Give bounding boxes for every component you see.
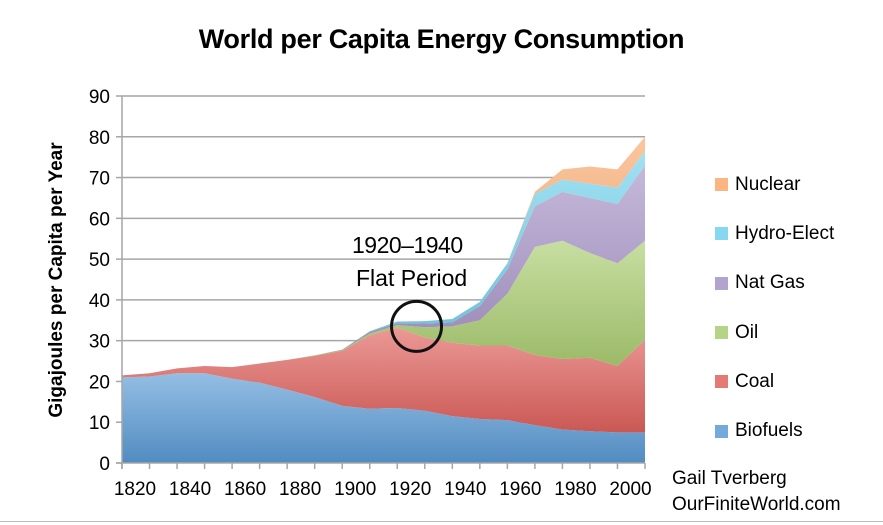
legend-swatch xyxy=(715,424,728,438)
area-series xyxy=(122,136,645,463)
x-tick-label: 1840 xyxy=(169,479,211,500)
y-tick-label: 50 xyxy=(89,250,110,271)
legend-label: Nuclear xyxy=(735,173,801,195)
annotation-circle xyxy=(390,299,444,353)
y-tick-label: 20 xyxy=(89,372,110,393)
annotation-title: 1920–1940 xyxy=(352,232,463,258)
legend-label: Coal xyxy=(735,370,775,392)
y-tick-label: 90 xyxy=(89,87,110,108)
legend-item: Hydro-Elect xyxy=(715,209,834,258)
y-tick-label: 0 xyxy=(99,454,110,475)
bottom-divider xyxy=(0,521,883,522)
legend: Nuclear Hydro-Elect Nat Gas Oil Coal Biofuels xyxy=(715,160,834,456)
legend-swatch xyxy=(715,375,728,389)
x-tick-label: 1820 xyxy=(114,479,156,500)
x-tick-label: 1980 xyxy=(554,479,596,500)
axes: 0 10 20 30 40 50 60 70 80 90 1820 1840 1860 1880 1900 1… xyxy=(89,87,652,500)
legend-item: Nuclear xyxy=(715,160,834,209)
x-tick-label: 1900 xyxy=(334,479,376,500)
area-biofuels xyxy=(122,373,645,463)
area-oil xyxy=(122,240,645,376)
y-tick-label: 10 xyxy=(89,413,110,434)
annotation-subtitle: Flat Period xyxy=(356,265,468,291)
area-coal xyxy=(122,327,645,433)
y-tick-label: 40 xyxy=(89,291,110,312)
legend-label: Nat Gas xyxy=(735,272,805,294)
credit-site: OurFiniteWorld.com xyxy=(672,494,841,515)
legend-swatch xyxy=(715,276,728,290)
legend-label: Biofuels xyxy=(735,420,803,442)
credit-author: Gail Tverberg xyxy=(672,468,787,489)
legend-item: Oil xyxy=(715,308,834,357)
legend-item: Nat Gas xyxy=(715,259,834,308)
y-tick-label: 30 xyxy=(89,332,110,353)
x-tick-label: 1940 xyxy=(444,479,486,500)
x-tick-label: 2000 xyxy=(609,479,651,500)
legend-swatch xyxy=(715,178,728,192)
x-tick-label: 1960 xyxy=(499,479,541,500)
legend-label: Oil xyxy=(735,321,759,343)
legend-item: Coal xyxy=(715,357,834,406)
x-tick-label: 1860 xyxy=(224,479,266,500)
legend-swatch xyxy=(715,227,728,241)
legend-item: Biofuels xyxy=(715,406,834,455)
x-tick-label: 1880 xyxy=(279,479,321,500)
legend-swatch xyxy=(715,326,728,340)
x-tick-label: 1920 xyxy=(389,479,431,500)
y-tick-label: 70 xyxy=(89,169,110,190)
annotation-layer xyxy=(390,299,444,353)
y-tick-label: 60 xyxy=(89,209,110,230)
chart-title: World per Capita Energy Consumption xyxy=(198,24,685,54)
legend-label: Hydro-Elect xyxy=(735,222,835,244)
y-tick-label: 80 xyxy=(89,128,110,149)
